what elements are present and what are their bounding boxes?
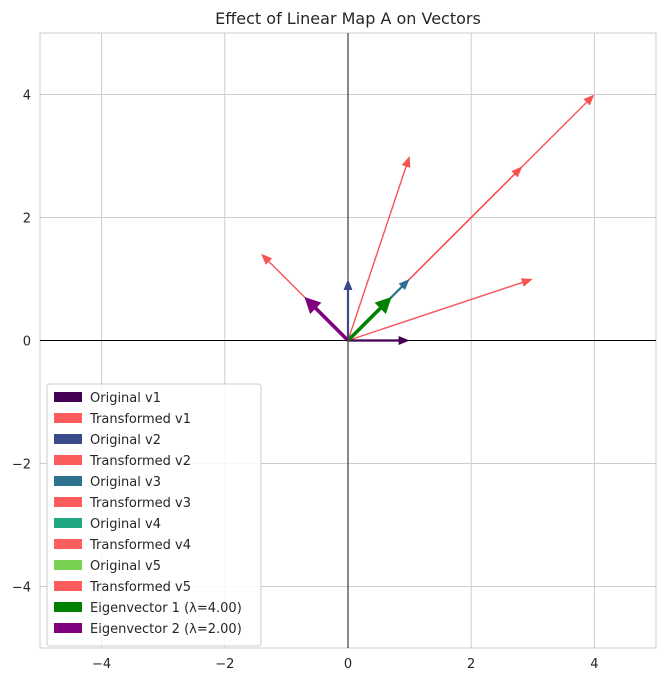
legend-swatch: [54, 623, 82, 633]
vector-head: [401, 156, 411, 168]
legend-label: Eigenvector 1 (λ=4.00): [90, 601, 242, 616]
vector-head: [343, 279, 353, 290]
legend-swatch: [54, 392, 82, 402]
legend-label: Transformed v1: [89, 412, 191, 427]
legend-swatch: [54, 602, 82, 612]
vector-arrow: [348, 336, 410, 345]
legend-label: Original v1: [90, 391, 161, 406]
legend-label: Transformed v3: [89, 496, 191, 511]
legend-label: Original v2: [90, 433, 161, 448]
vector-head: [374, 297, 392, 314]
vectors: [261, 94, 595, 345]
y-tick-label: −2: [12, 458, 31, 473]
vector-arrow: [304, 297, 350, 342]
y-tick-label: 0: [23, 335, 31, 350]
legend-swatch: [54, 560, 82, 570]
chart-title: Effect of Linear Map A on Vectors: [215, 9, 481, 28]
vector-head: [520, 278, 533, 287]
legend-box: [46, 383, 262, 647]
legend: Original v1 Transformed v1 Original v2 Tran…: [46, 383, 262, 647]
x-axis-ticks: −4 −2 0 2 4: [92, 657, 599, 672]
vector-shaft: [346, 306, 383, 342]
vector-arrow: [347, 278, 533, 342]
y-tick-label: 2: [23, 212, 31, 227]
legend-label: Transformed v4: [89, 538, 191, 553]
x-tick-label: −2: [215, 657, 234, 672]
legend-label: Transformed v5: [89, 580, 191, 595]
legend-swatch: [54, 413, 82, 423]
legend-swatch: [54, 434, 82, 444]
x-tick-label: 0: [344, 657, 352, 672]
legend-label: Original v5: [90, 559, 161, 574]
legend-label: Transformed v2: [89, 454, 191, 469]
y-tick-label: 4: [23, 89, 31, 104]
vector-shaft: [347, 281, 524, 342]
vector-shaft: [347, 165, 408, 341]
vector-head: [304, 297, 322, 314]
x-tick-label: −4: [92, 657, 111, 672]
x-tick-label: 2: [467, 657, 475, 672]
x-tick-label: 4: [590, 657, 598, 672]
vector-shaft: [313, 306, 350, 342]
legend-swatch: [54, 455, 82, 465]
legend-swatch: [54, 476, 82, 486]
vector-head: [511, 166, 523, 178]
legend-swatch: [54, 497, 82, 507]
legend-swatch: [54, 518, 82, 528]
y-axis-ticks: −4 −2 0 2 4: [12, 89, 31, 596]
vector-arrow: [343, 279, 353, 341]
vector-head: [261, 253, 273, 265]
legend-label: Original v3: [90, 475, 161, 490]
legend-label: Original v4: [90, 517, 161, 532]
vector-head: [398, 336, 410, 345]
legend-swatch: [54, 581, 82, 591]
vector-arrow: [347, 156, 411, 341]
vector-arrow: [346, 297, 392, 342]
vector-head: [398, 279, 410, 290]
legend-swatch: [54, 539, 82, 549]
legend-label: Eigenvector 2 (λ=2.00): [90, 622, 242, 637]
vector-head: [583, 94, 595, 106]
y-tick-label: −4: [12, 581, 31, 596]
